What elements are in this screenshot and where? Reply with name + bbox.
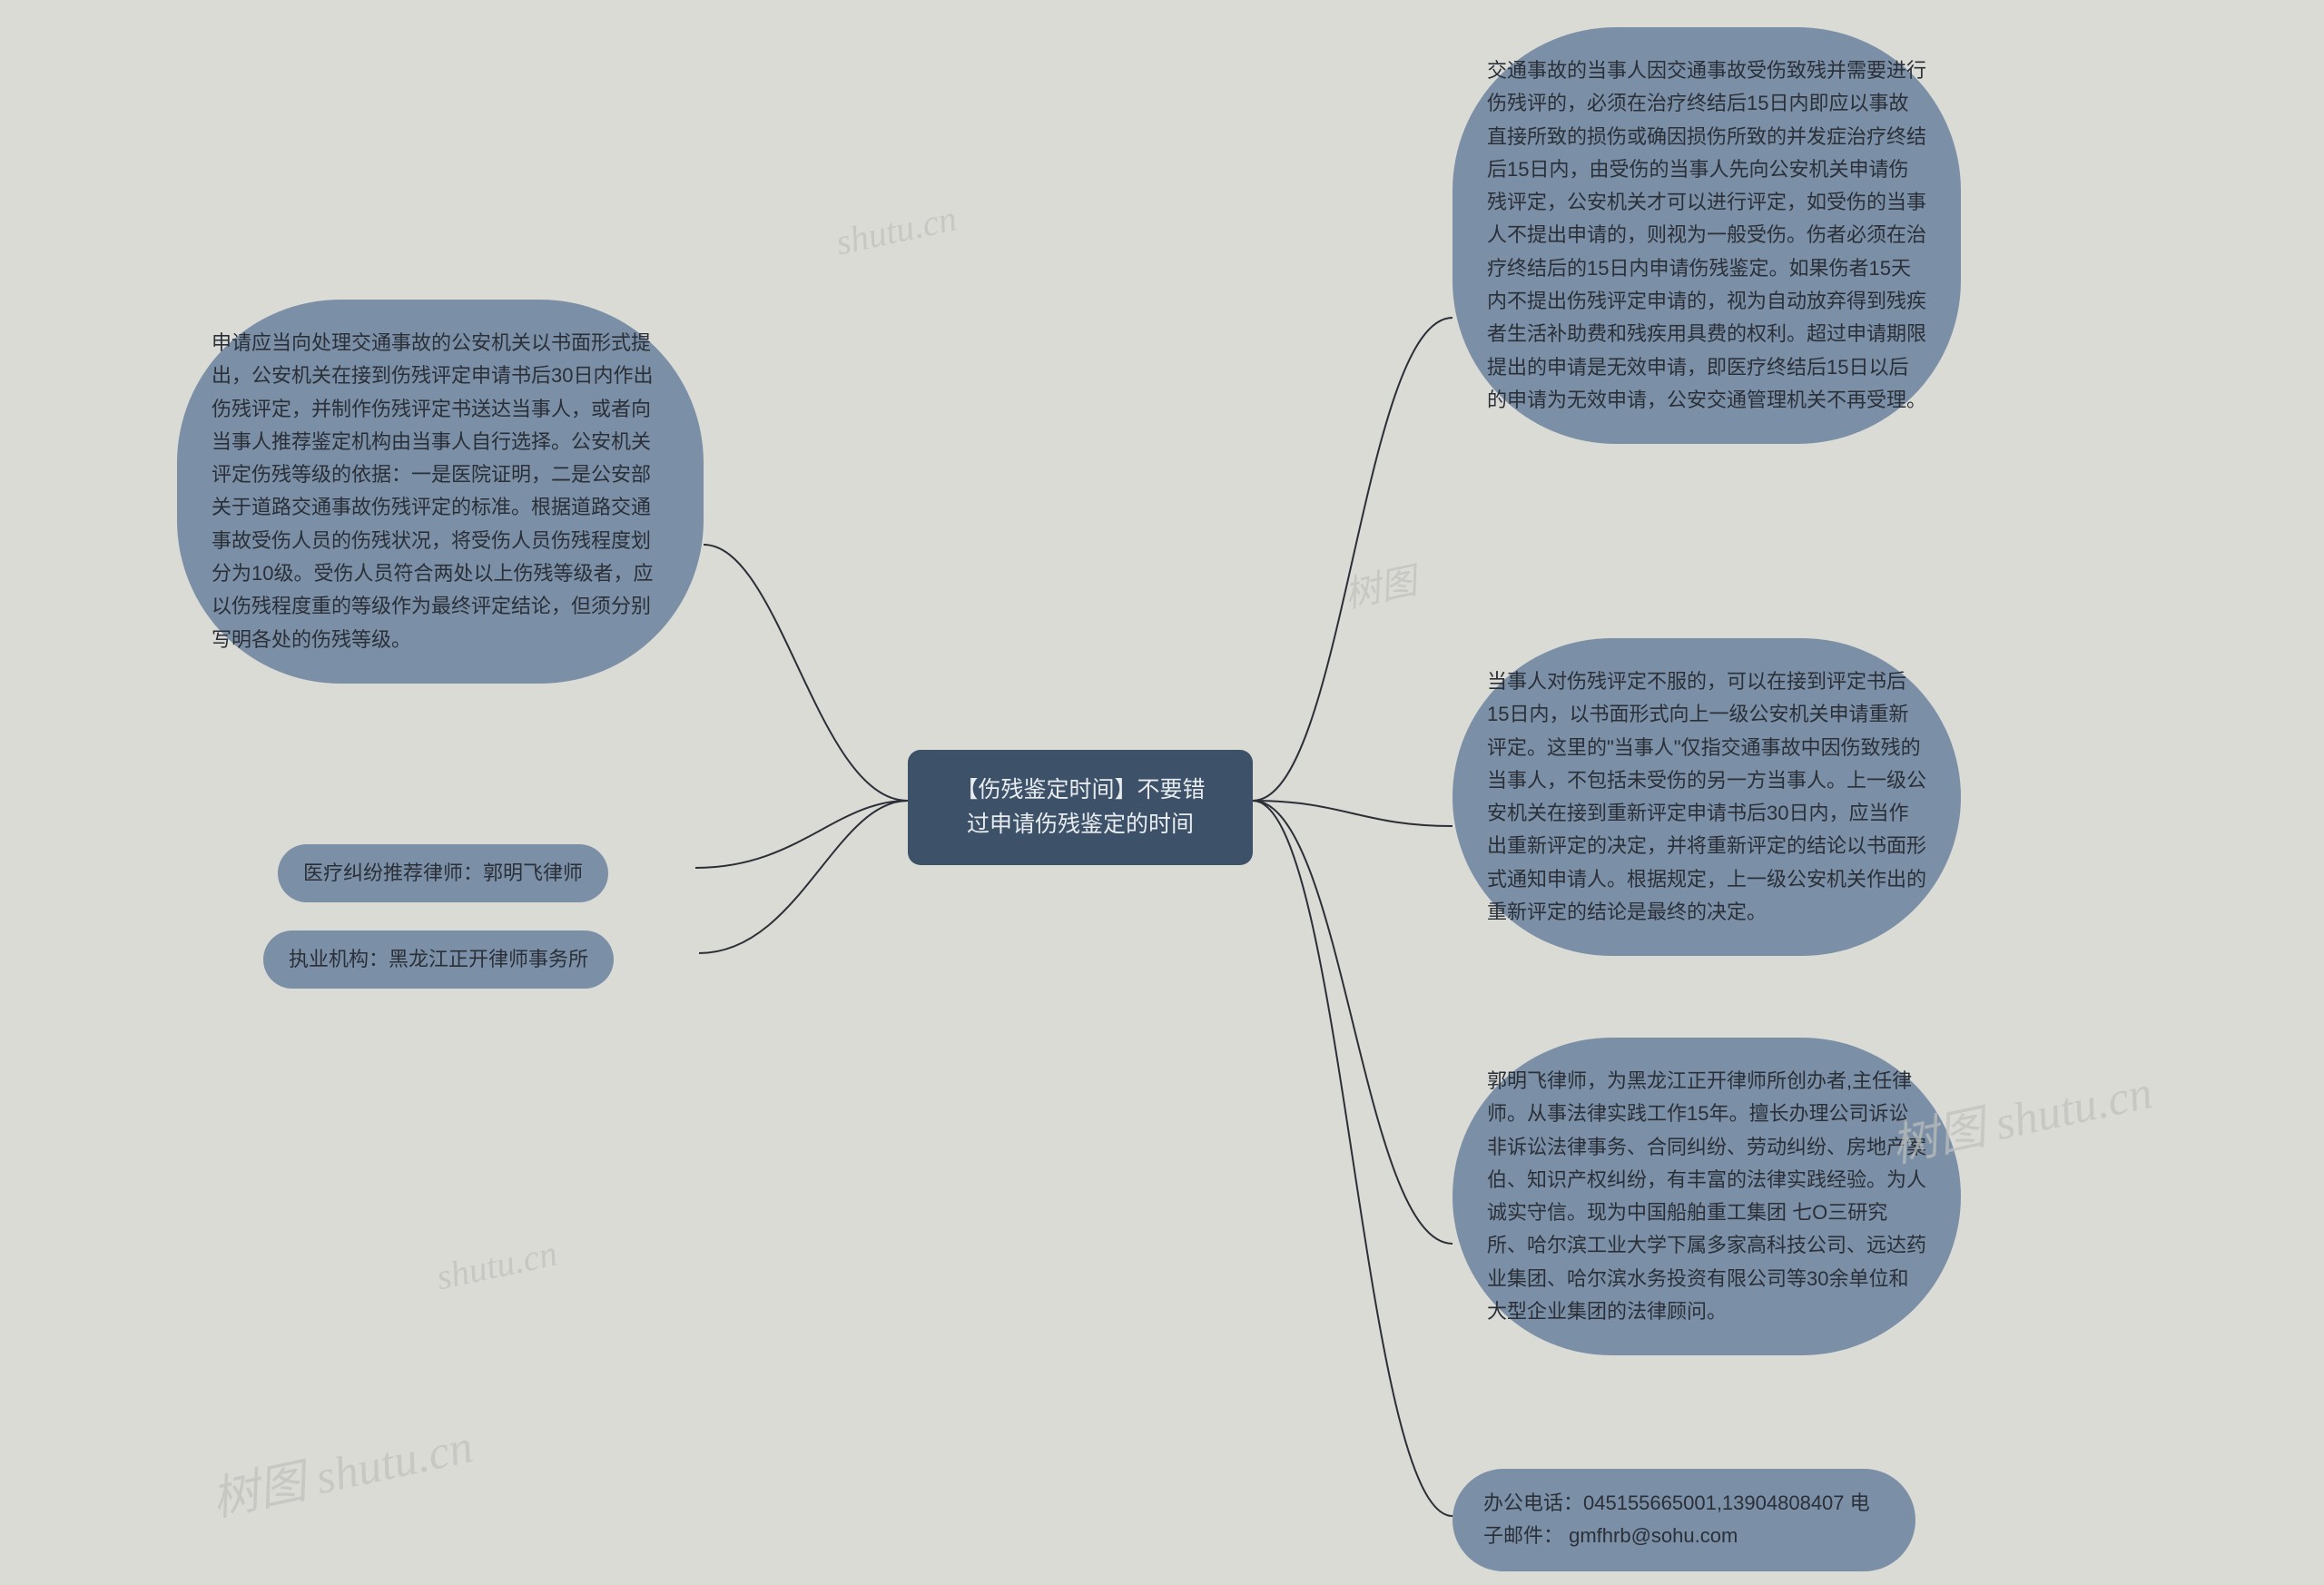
node-left-recommended-lawyer[interactable]: 医疗纠纷推荐律师：郭明飞律师 (278, 844, 608, 902)
center-node[interactable]: 【伤残鉴定时间】不要错过申请伤残鉴定的时间 (908, 750, 1253, 865)
node-text: 申请应当向处理交通事故的公安机关以书面形式提出，公安机关在接到伤残评定申请书后3… (212, 331, 653, 651)
node-right-lawyer-bio[interactable]: 郭明飞律师，为黑龙江正开律师所创办者,主任律师。从事法律实践工作15年。擅长办理… (1452, 1038, 1961, 1355)
node-text: 办公电话：045155665001,13904808407 电子邮件： gmfh… (1483, 1491, 1870, 1547)
edge (699, 801, 908, 953)
edge (704, 545, 908, 801)
edge (1253, 801, 1452, 826)
node-left-application-process[interactable]: 申请应当向处理交通事故的公安机关以书面形式提出，公安机关在接到伤残评定申请书后3… (177, 300, 704, 684)
center-node-text: 【伤残鉴定时间】不要错过申请伤残鉴定的时间 (955, 777, 1205, 837)
edge (1253, 801, 1452, 1244)
node-text: 执业机构：黑龙江正开律师事务所 (289, 948, 588, 970)
node-left-law-firm[interactable]: 执业机构：黑龙江正开律师事务所 (263, 930, 614, 989)
watermark: shutu.cn (433, 1232, 561, 1299)
edge (1253, 318, 1452, 801)
node-text: 交通事故的当事人因交通事故受伤致残并需要进行伤残评的，必须在治疗终结后15日内即… (1487, 59, 1926, 411)
watermark: shutu.cn (832, 197, 960, 264)
node-text: 郭明飞律师，为黑龙江正开律师所创办者,主任律师。从事法律实践工作15年。擅长办理… (1487, 1069, 1926, 1323)
node-text: 医疗纠纷推荐律师：郭明飞律师 (303, 861, 583, 884)
node-right-deadline-15days[interactable]: 交通事故的当事人因交通事故受伤致残并需要进行伤残评的，必须在治疗终结后15日内即… (1452, 27, 1961, 444)
edge (1253, 801, 1452, 1516)
node-right-reassessment[interactable]: 当事人对伤残评定不服的，可以在接到评定书后15日内，以书面形式向上一级公安机关申… (1452, 638, 1961, 956)
node-right-contact[interactable]: 办公电话：045155665001,13904808407 电子邮件： gmfh… (1452, 1469, 1915, 1571)
edge (695, 801, 908, 868)
watermark: 树图 (1339, 551, 1421, 617)
watermark: 树图 shutu.cn (204, 1407, 478, 1529)
node-text: 当事人对伤残评定不服的，可以在接到评定书后15日内，以书面形式向上一级公安机关申… (1487, 670, 1926, 923)
